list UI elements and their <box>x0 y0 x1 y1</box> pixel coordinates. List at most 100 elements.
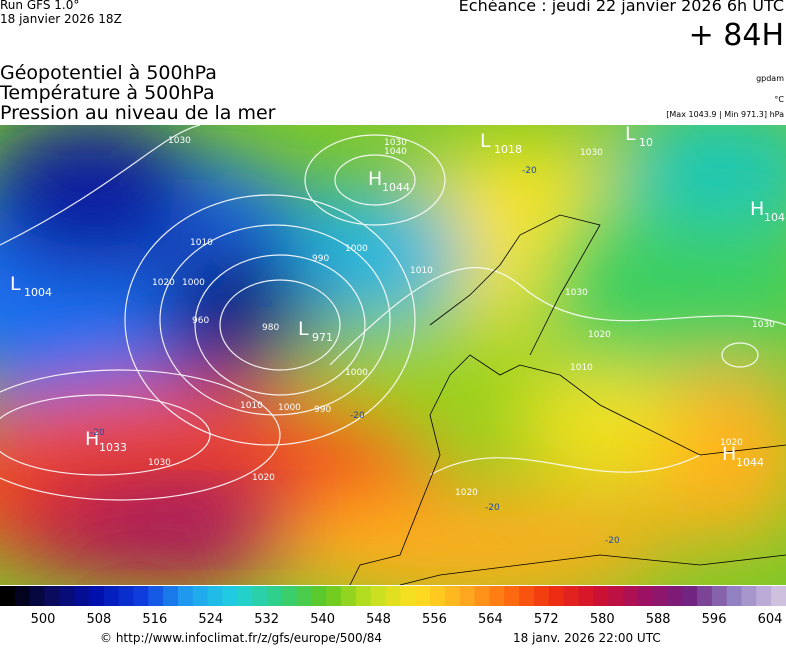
isobar-label: 1030 <box>148 458 171 468</box>
temperature-label: -40 <box>258 300 273 310</box>
colorbar-tick-label: 596 <box>702 612 727 626</box>
colorbar-tick-label: 516 <box>142 612 167 626</box>
isobar-label: 1020 <box>455 488 478 498</box>
pressure-center-letter: H <box>722 443 736 465</box>
unit: [Max 1043.9 | Min 971.3] hPa <box>666 110 784 119</box>
colorbar-swatch <box>326 586 342 606</box>
colorbar-swatch <box>578 586 594 606</box>
colorbar-tick-label: 508 <box>87 612 112 626</box>
isobar-label: 1000 <box>345 368 368 378</box>
isobar-label: 1010 <box>240 401 263 411</box>
colorbar-swatch <box>697 586 713 606</box>
pressure-center-value: 1044 <box>736 456 764 469</box>
colorbar-swatch <box>430 586 446 606</box>
colorbar-swatch <box>163 586 179 606</box>
isobar-label: 1020 <box>720 438 743 448</box>
colorbar-swatch <box>726 586 743 606</box>
colorbar-swatch <box>222 586 238 606</box>
colorbar-swatch <box>133 586 149 606</box>
pressure-center-value: 1018 <box>494 143 522 156</box>
colorbar-tick-label: 604 <box>758 612 783 626</box>
colorbar-swatch <box>311 586 327 606</box>
colorbar-swatch <box>281 586 298 606</box>
colorbar-swatch <box>667 586 683 606</box>
colorbar-tick-label: 540 <box>310 612 335 626</box>
colorbar-swatch <box>237 586 253 606</box>
isobar-label: 1000 <box>278 403 301 413</box>
colorbar-swatch <box>0 586 16 606</box>
temperature-label: -20 <box>485 503 500 513</box>
isobar-label: 960 <box>192 316 209 326</box>
pressure-center-value: 1044 <box>382 181 410 194</box>
pressure-center-letter: L <box>480 130 491 152</box>
run-date: 18 janvier 2026 18Z <box>0 12 122 26</box>
isobar-label: 1020 <box>152 278 175 288</box>
colorbar-swatch <box>711 586 728 606</box>
colorbar-swatch <box>59 586 75 606</box>
colorbar-tick-label: 588 <box>646 612 671 626</box>
isobar-label: 980 <box>262 323 279 333</box>
colorbar-swatch <box>489 586 505 606</box>
colorbar-swatch <box>207 586 223 606</box>
colorbar-swatch <box>652 586 668 606</box>
pressure-center-value: 104 <box>764 211 785 224</box>
isobar-label: 1000 <box>345 244 368 254</box>
isobar-label: 990 <box>312 254 329 264</box>
colorbar-swatch <box>44 586 60 606</box>
colorbar: 500 508 516 524 532 540 548 556 564 572 580 588 596 6… <box>0 586 786 626</box>
title: Température à 500hPa <box>0 82 215 104</box>
colorbar-swatch <box>756 586 772 606</box>
isobar-label: 1040 <box>384 147 407 157</box>
pressure-center-value: 1033 <box>99 441 127 454</box>
isobar-label: 1020 <box>588 330 611 340</box>
colorbar-swatch <box>192 586 209 606</box>
colorbar-swatch <box>504 586 520 606</box>
temperature-label: -20 <box>522 166 537 176</box>
pressure-center-letter: H <box>85 428 99 450</box>
colorbar-swatch <box>148 586 164 606</box>
isobar-label: 1000 <box>182 278 205 288</box>
source-url: © http://www.infoclimat.fr/z/gfs/europe/… <box>100 631 383 645</box>
colorbar-swatch <box>385 586 401 606</box>
colorbar-swatch <box>533 586 550 606</box>
colorbar-swatch <box>637 586 654 606</box>
colorbar-swatch <box>682 586 698 606</box>
colorbar-swatch <box>444 586 461 606</box>
colorbar-swatch <box>548 586 565 606</box>
pressure-center-letter: L <box>10 273 21 295</box>
colorbar-swatch <box>88 586 105 606</box>
colorbar-tick-label: 532 <box>254 612 279 626</box>
colorbar-swatch <box>252 586 268 606</box>
colorbar-swatch <box>355 586 372 606</box>
colorbar-tick-label: 572 <box>534 612 559 626</box>
isobar-label: 1030 <box>384 138 407 148</box>
colorbar-swatch <box>29 586 45 606</box>
pressure-center-value: 10 <box>639 136 653 149</box>
colorbar-swatch <box>266 586 283 606</box>
isobar-label: 1010 <box>570 363 593 373</box>
isobar-label: 1030 <box>580 148 603 158</box>
colorbar-swatch <box>459 586 476 606</box>
colorbar-swatch <box>14 586 31 606</box>
colorbar-tick-label: 580 <box>590 612 615 626</box>
colorbar-swatch <box>341 586 357 606</box>
colorbar-swatch <box>400 586 416 606</box>
colorbar-swatch <box>593 586 609 606</box>
isobar-label: 990 <box>314 405 331 415</box>
colorbar-swatch <box>415 586 431 606</box>
isobar-label: 1020 <box>252 473 275 483</box>
colorbar-swatch <box>622 586 639 606</box>
colorbar-swatch <box>563 586 579 606</box>
colorbar-swatch <box>474 586 490 606</box>
colorbar-tick-label: 556 <box>422 612 447 626</box>
title: Géopotentiel à 500hPa <box>0 62 217 84</box>
echeance: Echéance : jeudi 22 janvier 2026 6h UTC <box>458 0 784 15</box>
isobar-label: 1030 <box>565 288 588 298</box>
isobar-label: 1010 <box>410 266 433 276</box>
isobar-label: 1030 <box>168 136 191 146</box>
pressure-center-value: 971 <box>312 331 333 344</box>
colorbar-swatch <box>118 586 134 606</box>
pressure-center-letter: H <box>750 198 764 220</box>
title: Pression au niveau de la mer <box>0 102 276 124</box>
